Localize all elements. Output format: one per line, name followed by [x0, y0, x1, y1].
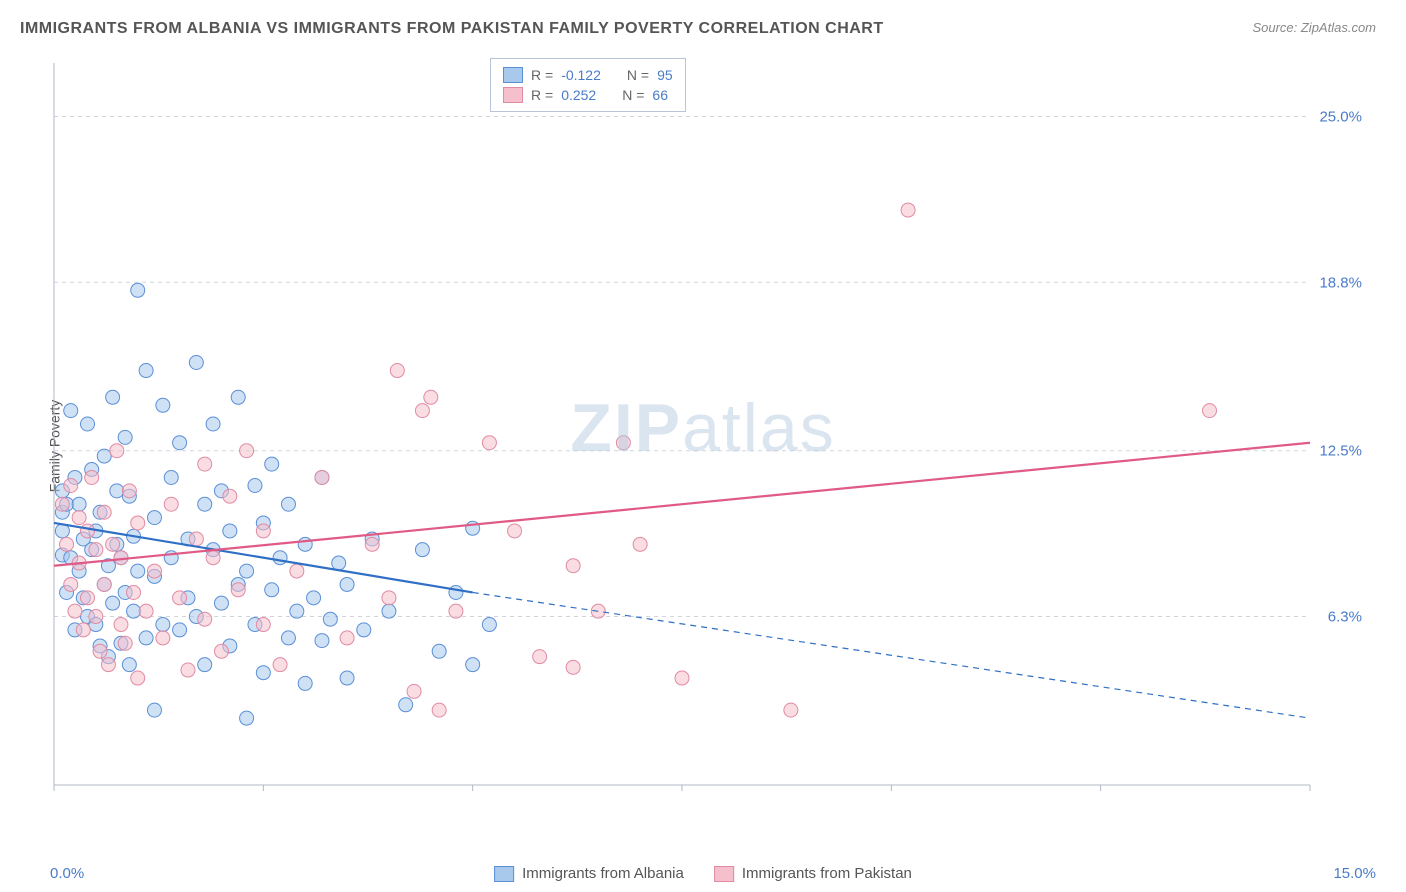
- svg-text:25.0%: 25.0%: [1319, 108, 1362, 125]
- swatch-albania-icon: [494, 866, 514, 882]
- svg-text:12.5%: 12.5%: [1319, 443, 1362, 460]
- r-label: R =: [531, 87, 553, 103]
- bottom-legend: Immigrants from Albania Immigrants from …: [494, 865, 912, 882]
- x-axis-min-label: 0.0%: [50, 865, 84, 882]
- source-label: Source: ZipAtlas.com: [1252, 20, 1376, 35]
- swatch-pakistan-icon: [714, 866, 734, 882]
- n-value-pakistan: 66: [652, 87, 668, 103]
- legend-row-pakistan: R = 0.252 N = 66: [503, 85, 673, 105]
- n-label: N =: [622, 87, 644, 103]
- chart-title: IMMIGRANTS FROM ALBANIA VS IMMIGRANTS FR…: [20, 20, 884, 38]
- x-axis-max-label: 15.0%: [1333, 865, 1376, 882]
- r-value-albania: -0.122: [561, 67, 601, 83]
- r-label: R =: [531, 67, 553, 83]
- svg-text:6.3%: 6.3%: [1328, 609, 1362, 626]
- n-label: N =: [627, 67, 649, 83]
- bottom-legend-pakistan: Immigrants from Pakistan: [714, 865, 912, 882]
- swatch-pakistan: [503, 87, 523, 103]
- swatch-albania: [503, 67, 523, 83]
- stats-legend: R = -0.122 N = 95 R = 0.252 N = 66: [490, 58, 686, 112]
- scatter-plot: 6.3% 12.5% 18.8% 25.0%: [50, 55, 1370, 815]
- svg-text:18.8%: 18.8%: [1319, 274, 1362, 291]
- series-label-albania: Immigrants from Albania: [522, 865, 684, 882]
- legend-row-albania: R = -0.122 N = 95: [503, 65, 673, 85]
- n-value-albania: 95: [657, 67, 673, 83]
- series-label-pakistan: Immigrants from Pakistan: [742, 865, 912, 882]
- r-value-pakistan: 0.252: [561, 87, 596, 103]
- bottom-legend-albania: Immigrants from Albania: [494, 865, 684, 882]
- chart-container: IMMIGRANTS FROM ALBANIA VS IMMIGRANTS FR…: [0, 0, 1406, 892]
